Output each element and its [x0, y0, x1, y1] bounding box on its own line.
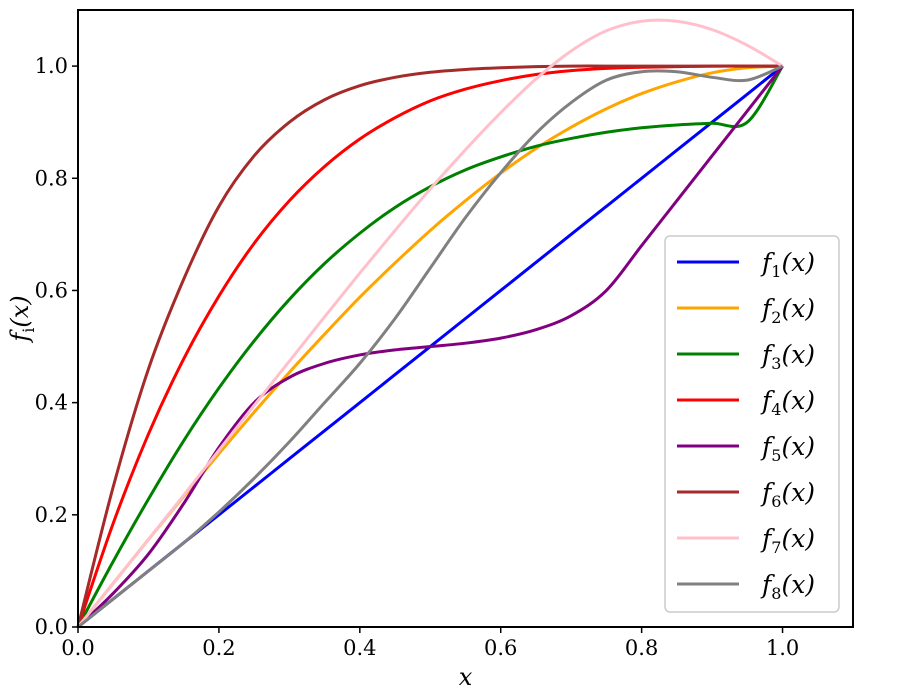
y-tick-label: 0.6	[35, 278, 68, 302]
y-tick-label: 0.4	[35, 391, 68, 415]
x-tick-label: 0.4	[343, 636, 376, 660]
y-tick-label: 0.2	[35, 503, 68, 527]
legend-entry: f6(x)	[677, 478, 815, 511]
x-tick-label: 0.0	[61, 636, 94, 660]
legend-label: f4(x)	[760, 386, 815, 419]
x-tick-label: 0.2	[202, 636, 235, 660]
legend: f1(x) f2(x) f3(x) f4(x) f5(x) f6(x) f7(x) f8(x)	[664, 235, 840, 613]
y-tick-label: 0.0	[35, 615, 68, 639]
y-axis-ticks: 0.0 0.2 0.4 0.6 0.8 1.0	[35, 54, 78, 639]
x-tick-label: 0.8	[625, 636, 658, 660]
legend-entry: f4(x)	[677, 386, 815, 419]
x-tick-label: 1.0	[766, 636, 799, 660]
legend-label: f1(x)	[760, 248, 815, 281]
legend-entry: f7(x)	[677, 524, 815, 557]
plot-frame	[77, 9, 854, 628]
legend-label: f8(x)	[760, 570, 815, 603]
series-lines	[76, 18, 784, 629]
x-axis-ticks: 0.0 0.2 0.4 0.6 0.8 1.0	[61, 627, 799, 660]
legend-entry: f5(x)	[677, 432, 815, 465]
y-axis-label-arg: (x)	[6, 295, 34, 327]
legend-label: f7(x)	[760, 524, 815, 557]
y-tick-label: 1.0	[35, 54, 68, 78]
legend-entry: f2(x)	[677, 294, 815, 327]
series-line-8	[77, 64, 784, 629]
series-line-5	[76, 65, 784, 629]
legend-label: f2(x)	[760, 294, 815, 327]
y-axis-label: fi(x)	[6, 295, 38, 343]
series-line-7	[76, 18, 784, 628]
legend-label: f5(x)	[760, 432, 815, 465]
x-tick-label: 0.6	[484, 636, 517, 660]
legend-entry: f8(x)	[677, 570, 815, 603]
y-tick-label: 0.8	[35, 166, 68, 190]
legend-entry: f3(x)	[677, 340, 815, 373]
y-axis-label-sub: i	[19, 328, 38, 333]
legend-box	[664, 235, 840, 613]
series-line-6	[76, 64, 783, 628]
legend-label: f3(x)	[760, 340, 815, 373]
legend-entry: f1(x)	[677, 248, 815, 281]
x-axis-label: x	[459, 663, 473, 691]
legend-label: f6(x)	[760, 478, 815, 511]
